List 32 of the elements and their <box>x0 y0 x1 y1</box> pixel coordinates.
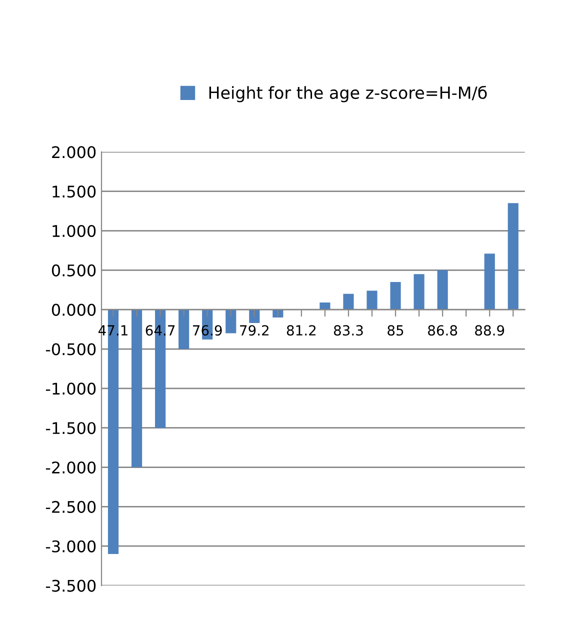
bar <box>366 290 378 310</box>
y-tick-label: 2.000 <box>52 146 96 158</box>
bar <box>249 310 260 323</box>
y-tick-label: 0.500 <box>52 264 96 276</box>
x-tick-label: 88.9 <box>475 325 504 336</box>
y-tick-label: 1.000 <box>52 224 96 238</box>
bar <box>390 282 401 310</box>
y-tick-label: 0.000 <box>52 304 96 316</box>
y-tick-label: -0.500 <box>46 343 96 356</box>
bar <box>343 294 354 310</box>
bar <box>414 274 424 310</box>
bar <box>437 270 448 310</box>
bar <box>272 310 284 318</box>
bar <box>508 203 518 310</box>
x-tick-label: 86.8 <box>428 325 458 336</box>
x-tick-label: 85 <box>388 325 404 336</box>
y-tick-label: -1.500 <box>46 422 96 434</box>
bar <box>484 254 495 310</box>
bar <box>226 310 236 334</box>
bar <box>131 310 142 468</box>
x-tick-label: 83.3 <box>334 325 363 336</box>
y-tick-label: -2.000 <box>46 461 96 474</box>
y-tick-label: -3.000 <box>46 540 96 552</box>
y-tick-label: -2.500 <box>46 500 96 513</box>
y-tick-label: -3.500 <box>46 580 96 592</box>
bar <box>178 310 190 350</box>
y-tick-label: -1.000 <box>46 382 96 395</box>
y-tick-label: 1.500 <box>52 186 96 198</box>
x-tick-label: 81.2 <box>286 325 316 336</box>
bar <box>320 302 330 310</box>
legend-label: Height for the age z-score=H-M/б <box>209 86 487 102</box>
x-tick-label: 79.2 <box>240 325 268 336</box>
